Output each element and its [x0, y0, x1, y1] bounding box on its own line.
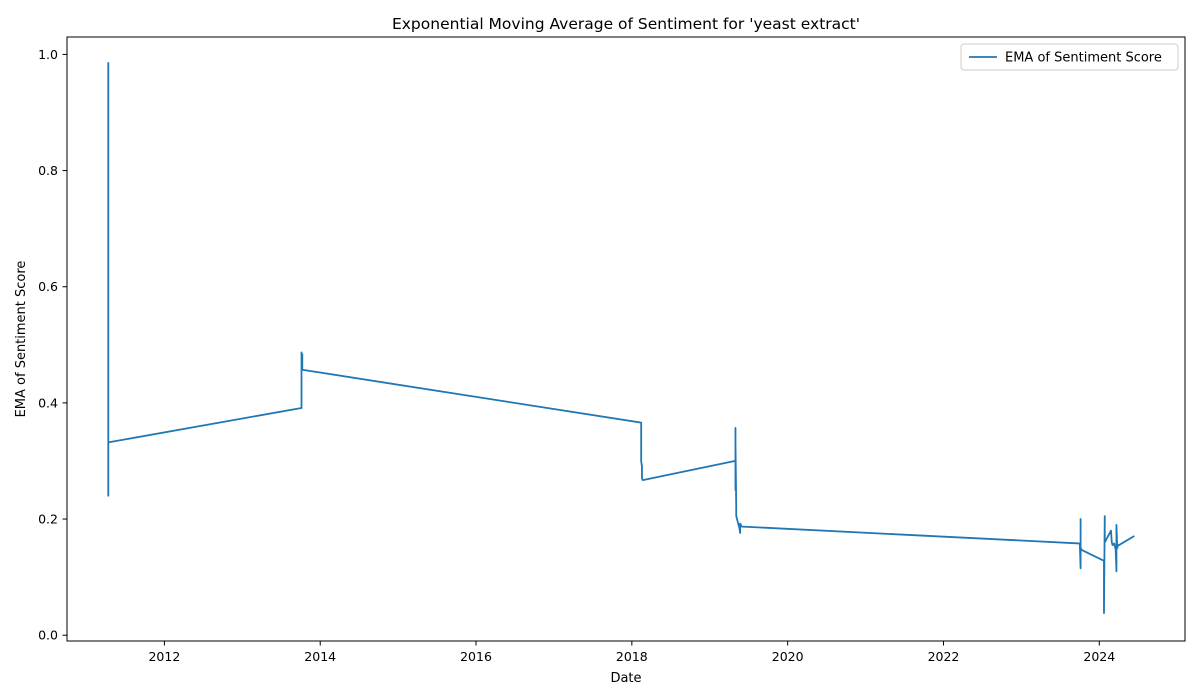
- y-tick-label: 0.2: [38, 512, 58, 527]
- series-line: [107, 62, 1135, 615]
- plot-frame: [66, 36, 1186, 642]
- legend-label: EMA of Sentiment Score: [1005, 51, 1162, 66]
- chart-title: Exponential Moving Average of Sentiment …: [392, 15, 860, 33]
- y-tick-label: 0.8: [38, 163, 58, 178]
- legend: EMA of Sentiment Score: [960, 43, 1179, 71]
- x-tick-label: 2022: [928, 649, 960, 664]
- y-tick-label: 0.0: [38, 628, 58, 643]
- y-tick-label: 0.4: [38, 395, 58, 410]
- x-tick-label: 2018: [616, 649, 648, 664]
- x-tick-label: 2024: [1083, 649, 1115, 664]
- x-axis-label: Date: [610, 671, 641, 686]
- x-tick-label: 2014: [304, 649, 336, 664]
- x-tick-label: 2012: [148, 649, 180, 664]
- y-tick-label: 0.6: [38, 279, 58, 294]
- plot-area: [107, 62, 1135, 615]
- legend-box: [960, 43, 1179, 71]
- x-tick-label: 2020: [772, 649, 804, 664]
- y-tick-label: 1.0: [38, 47, 58, 62]
- x-tick-label: 2016: [460, 649, 492, 664]
- y-axis-label: EMA of Sentiment Score: [14, 261, 29, 418]
